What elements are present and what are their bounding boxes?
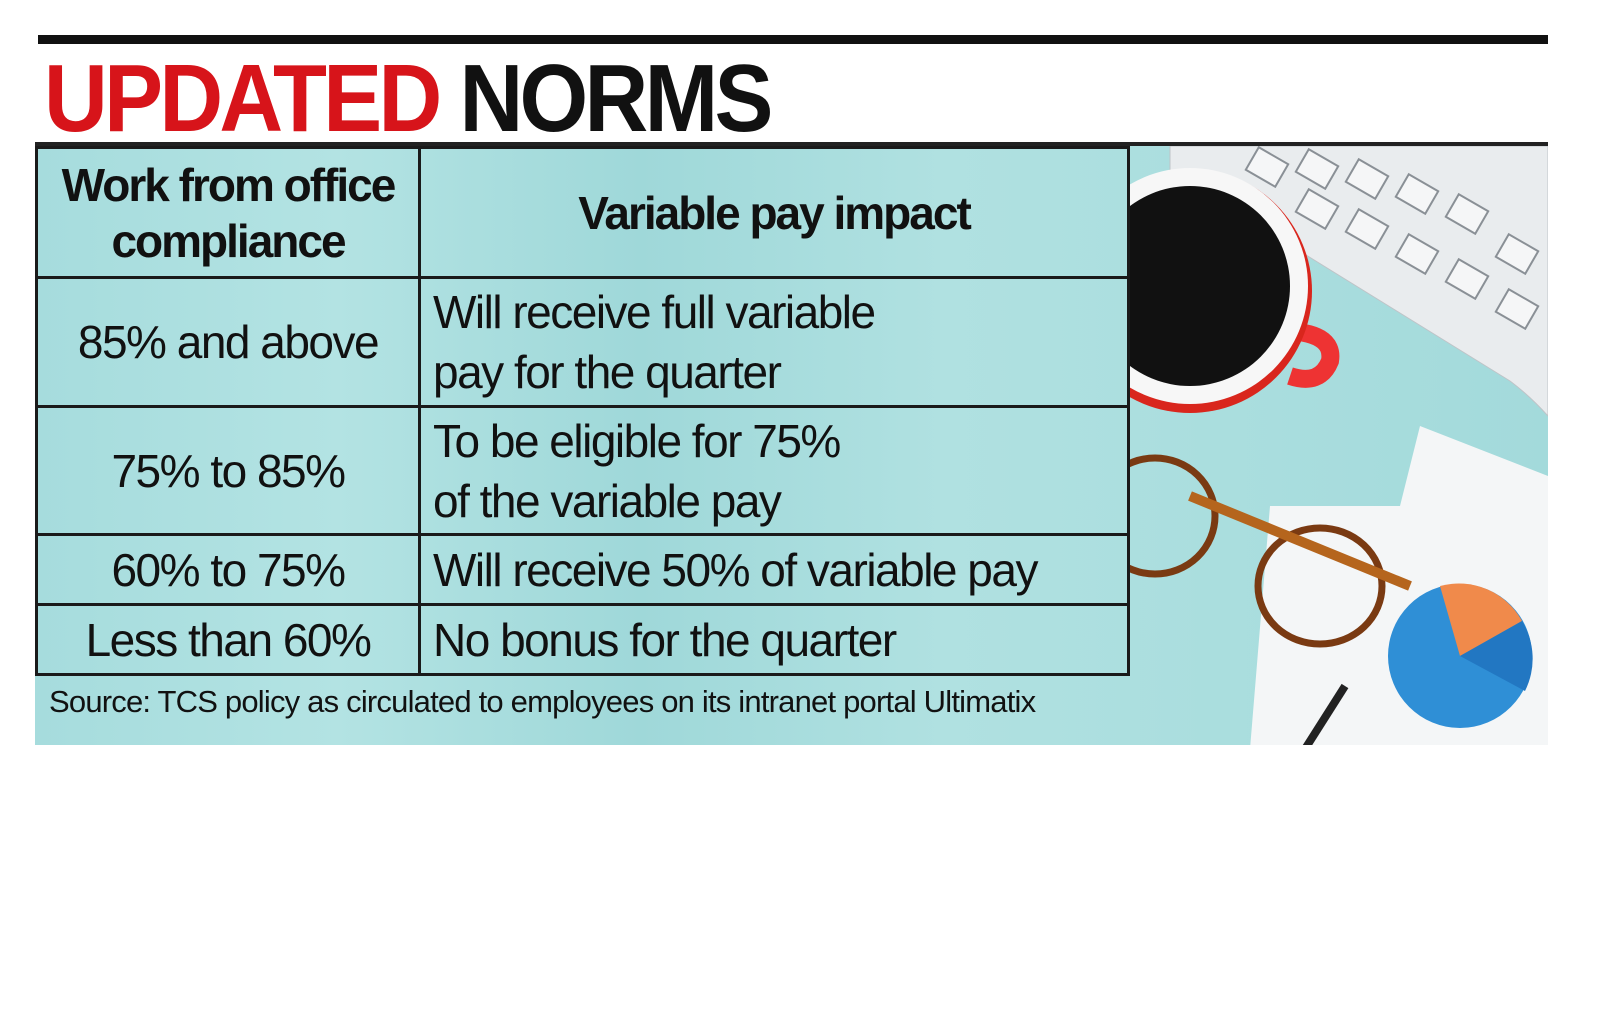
impact-cell: To be eligible for 75% of the variable pa… [418, 405, 1130, 536]
infographic-panel: Work from office compliance Variable pay… [35, 142, 1548, 745]
compliance-cell: 75% to 85% [35, 405, 421, 536]
impact-line: Will receive full variable [433, 286, 876, 338]
compliance-cell: Less than 60% [35, 603, 421, 676]
impact-line: pay for the quarter [433, 346, 782, 398]
header-compliance: Work from office compliance [35, 146, 421, 279]
impact-line: of the variable pay [433, 474, 782, 527]
table-header-row: Work from office compliance Variable pay… [35, 146, 1130, 279]
desk-illustration [1130, 146, 1548, 745]
impact-cell: No bonus for the quarter [418, 603, 1130, 676]
headline-black: NORMS [459, 45, 773, 152]
source-note: Source: TCS policy as circulated to empl… [49, 684, 1036, 719]
impact-line: To be eligible for 75% [433, 414, 841, 467]
glasses-icon [1130, 454, 1412, 648]
pen-icon [1302, 683, 1349, 745]
table-row: 60% to 75% Will receive 50% of variable … [35, 533, 1130, 606]
table-row: Less than 60% No bonus for the quarter [35, 603, 1130, 676]
headline-red: UPDATED [44, 45, 442, 152]
headline: UPDATED NORMS [44, 44, 773, 154]
header-impact: Variable pay impact [418, 146, 1130, 279]
compliance-cell: 60% to 75% [35, 533, 421, 606]
coffee-cup-icon [1130, 168, 1340, 413]
norms-table: Work from office compliance Variable pay… [35, 146, 1130, 676]
pie-chart-icon [1388, 583, 1533, 728]
table-row: 85% and above Will receive full variable… [35, 276, 1130, 408]
table-row: 75% to 85% To be eligible for 75% of the … [35, 405, 1130, 536]
compliance-cell: 85% and above [35, 276, 421, 408]
impact-cell: Will receive full variable pay for the qu… [418, 276, 1130, 408]
top-rule [38, 35, 1548, 44]
impact-cell: Will receive 50% of variable pay [418, 533, 1130, 606]
